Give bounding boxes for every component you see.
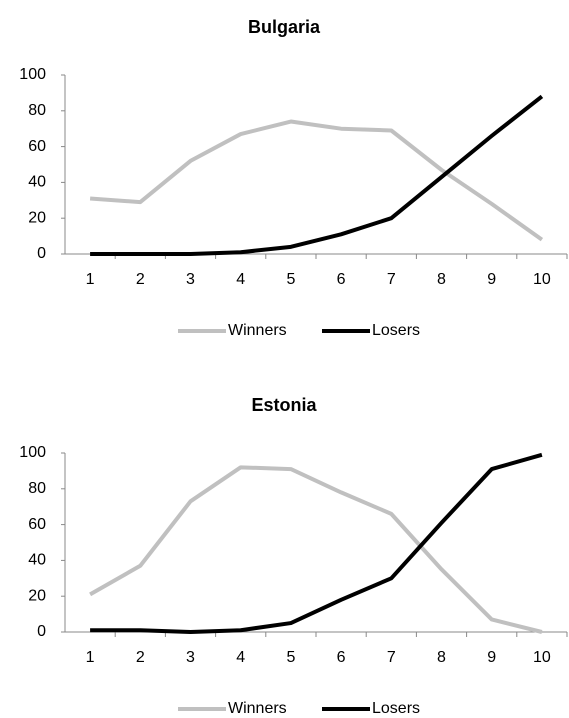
- x-tick-label: 4: [236, 649, 245, 666]
- chart-title: Bulgaria: [248, 17, 321, 37]
- x-tick-label: 2: [136, 649, 145, 666]
- x-tick-label: 10: [533, 271, 551, 288]
- chart-title: Estonia: [251, 395, 317, 415]
- x-tick-label: 8: [437, 649, 446, 666]
- x-tick-label: 8: [437, 271, 446, 288]
- legend-label: Winners: [228, 322, 287, 339]
- x-tick-label: 2: [136, 271, 145, 288]
- y-tick-label: 0: [37, 245, 46, 262]
- legend-label: Losers: [372, 700, 420, 717]
- x-tick-label: 4: [236, 271, 245, 288]
- x-tick-label: 6: [337, 649, 346, 666]
- y-tick-label: 60: [28, 516, 46, 533]
- series-line: [89, 119, 544, 242]
- x-tick-label: 10: [533, 649, 551, 666]
- y-tick-label: 0: [37, 623, 46, 640]
- x-tick-label: 6: [337, 271, 346, 288]
- legend-label: Winners: [228, 700, 287, 717]
- y-tick-label: 40: [28, 174, 46, 191]
- x-tick-label: 3: [186, 271, 195, 288]
- x-tick-label: 7: [387, 271, 396, 288]
- y-tick-label: 60: [28, 138, 46, 155]
- x-tick-label: 7: [387, 649, 396, 666]
- x-tick-label: 9: [487, 271, 496, 288]
- series-line: [90, 94, 544, 256]
- x-tick-label: 5: [286, 649, 295, 666]
- y-tick-label: 20: [28, 587, 46, 604]
- y-tick-label: 40: [28, 552, 46, 569]
- x-tick-label: 5: [286, 271, 295, 288]
- y-tick-label: 100: [19, 66, 46, 83]
- series-line: [90, 452, 543, 634]
- series-line: [89, 465, 543, 634]
- x-tick-label: 1: [86, 649, 95, 666]
- x-tick-label: 9: [487, 649, 496, 666]
- y-tick-label: 80: [28, 102, 46, 119]
- legend-label: Losers: [372, 322, 420, 339]
- x-tick-label: 1: [86, 271, 95, 288]
- y-tick-label: 100: [19, 444, 46, 461]
- y-tick-label: 80: [28, 480, 46, 497]
- x-tick-label: 3: [186, 649, 195, 666]
- y-tick-label: 20: [28, 209, 46, 226]
